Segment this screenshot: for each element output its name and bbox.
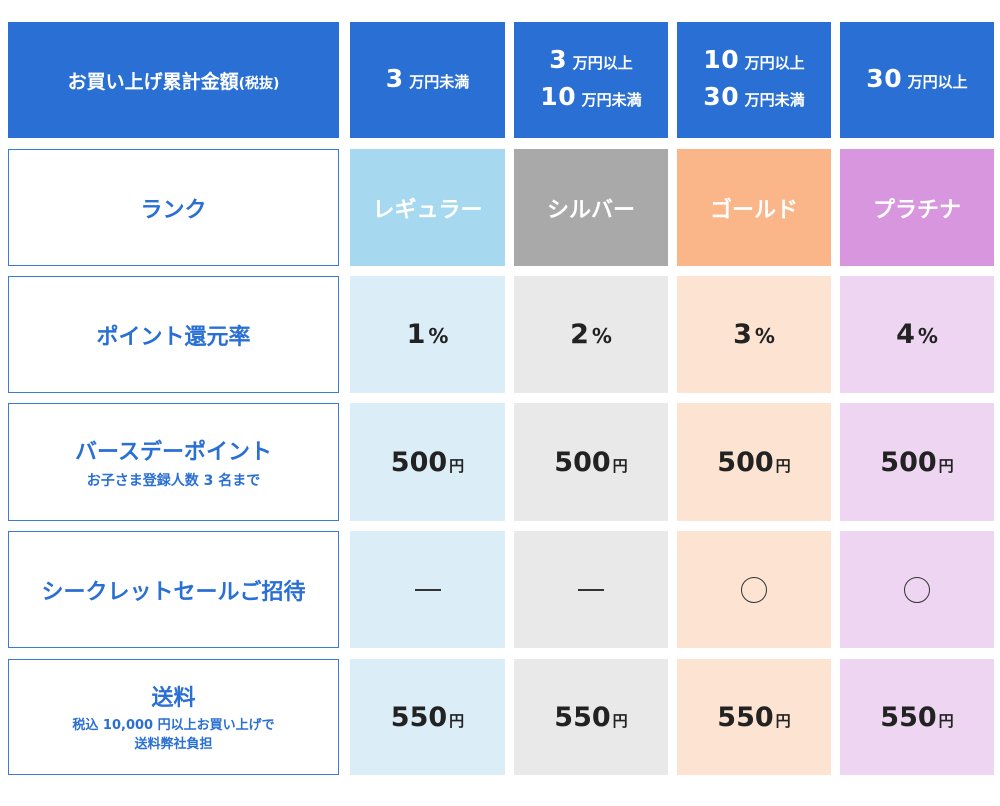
circle-icon (741, 576, 767, 603)
shipping-unit: 円 (612, 711, 628, 730)
rate-value: 1 (406, 319, 426, 350)
rate-unit: % (754, 324, 775, 348)
rank-name: ゴールド (709, 197, 798, 223)
shipping-sub: 税込 10,000 円以上お買い上げで 送料弊社負担 (72, 716, 274, 754)
shipping-sub-line2: 送料弊社負担 (134, 737, 213, 752)
shipping-value: 550 (717, 701, 774, 733)
tier-unit: 万円未満 (744, 91, 805, 109)
rank-regular: レギュラー (350, 149, 505, 266)
tier-amount: 3 (549, 45, 568, 74)
shipping-platinum: 550 円 (840, 659, 994, 775)
tier-amount: 30 (866, 63, 903, 93)
rate-unit: % (591, 324, 612, 348)
rate-unit: % (917, 324, 938, 348)
point-rate-label: ポイント還元率 (96, 324, 251, 350)
shipping-regular: 550 円 (350, 659, 505, 775)
birthday-gold: 500 円 (677, 403, 831, 521)
secret-sale-label: シークレットセールご招待 (41, 579, 306, 605)
shipping-label: 送料 (151, 686, 196, 711)
birthday-label: バースデーポイント (75, 439, 272, 465)
point-rate-silver: 2% (514, 276, 668, 393)
rank-name: レギュラー (372, 197, 483, 223)
birthday-value: 500 (880, 446, 937, 478)
shipping-value: 550 (880, 701, 937, 733)
rank-platinum: プラチナ (840, 149, 994, 266)
tier-header-gold: 10 万円以上 30 万円未満 (677, 22, 831, 138)
shipping-value: 550 (390, 701, 448, 733)
header-label-cell: お買い上げ累計金額(税抜) (8, 22, 339, 138)
rank-label-cell: ランク (8, 149, 339, 266)
birthday-unit: 円 (938, 456, 954, 475)
tier-header-platinum: 30 万円以上 (840, 22, 994, 138)
secret-sale-platinum (840, 531, 994, 648)
shipping-unit: 円 (449, 711, 465, 730)
birthday-unit: 円 (775, 456, 791, 475)
tier-header-regular: 3 万円未満 (350, 22, 505, 138)
birthday-sub: お子さま登録人数 3 名まで (86, 472, 261, 489)
birthday-value: 500 (554, 446, 611, 478)
tier-amount: 3 (385, 63, 404, 93)
shipping-unit: 円 (938, 711, 954, 730)
secret-sale-gold (677, 531, 831, 648)
shipping-label-cell: 送料 税込 10,000 円以上お買い上げで 送料弊社負担 (8, 659, 339, 775)
rank-silver: シルバー (514, 149, 668, 266)
header-label: お買い上げ累計金額 (67, 70, 239, 93)
point-rate-regular: 1% (350, 276, 505, 393)
birthday-unit: 円 (449, 456, 465, 475)
secret-sale-label-cell: シークレットセールご招待 (8, 531, 339, 648)
birthday-silver: 500 円 (514, 403, 668, 521)
point-rate-label-cell: ポイント還元率 (8, 276, 339, 393)
rank-name: プラチナ (872, 197, 961, 223)
tier-unit: 万円未満 (409, 72, 470, 91)
point-rate-platinum: 4% (840, 276, 994, 393)
birthday-platinum: 500 円 (840, 403, 994, 521)
rank-name: シルバー (546, 197, 635, 223)
header-label-sub: (税抜) (238, 75, 280, 92)
secret-sale-silver (514, 531, 668, 648)
tier-amount: 10 (703, 45, 740, 74)
shipping-value: 550 (554, 701, 611, 733)
rate-value: 2 (570, 319, 589, 350)
tier-unit: 万円以上 (572, 54, 633, 72)
rate-value: 3 (733, 319, 752, 350)
circle-icon (904, 576, 930, 603)
shipping-sub-line1: 税込 10,000 円以上お買い上げで (72, 718, 275, 733)
rate-value: 4 (896, 319, 915, 350)
tier-unit: 万円以上 (744, 54, 805, 72)
tier-unit: 万円以上 (907, 72, 968, 91)
birthday-regular: 500 円 (350, 403, 505, 521)
secret-sale-regular (350, 531, 505, 648)
rate-unit: % (428, 324, 449, 348)
tier-header-silver: 3 万円以上 10 万円未満 (514, 22, 668, 138)
dash-icon (578, 588, 604, 591)
tier-unit: 万円未満 (581, 91, 642, 109)
shipping-silver: 550 円 (514, 659, 668, 775)
point-rate-gold: 3% (677, 276, 831, 393)
rank-label: ランク (140, 197, 207, 223)
shipping-gold: 550 円 (677, 659, 831, 775)
birthday-unit: 円 (612, 456, 628, 475)
dash-icon (414, 588, 441, 591)
rank-gold: ゴールド (677, 149, 831, 266)
shipping-unit: 円 (775, 711, 791, 730)
birthday-value: 500 (390, 446, 448, 478)
tier-amount: 10 (540, 82, 577, 111)
tier-amount: 30 (703, 82, 740, 111)
birthday-label-cell: バースデーポイント お子さま登録人数 3 名まで (8, 403, 339, 521)
birthday-value: 500 (717, 446, 774, 478)
